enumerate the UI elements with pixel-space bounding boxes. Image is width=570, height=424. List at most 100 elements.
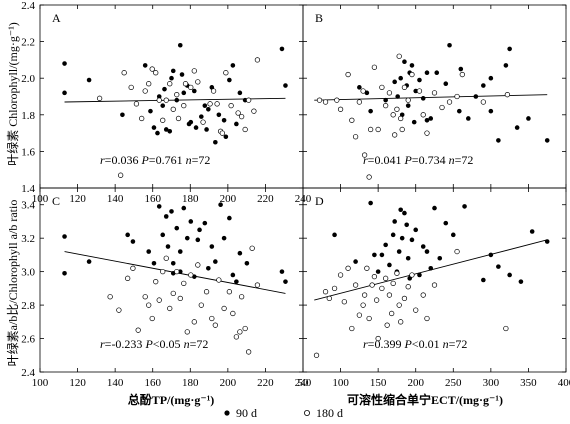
y-tick-label: 1.4 <box>21 183 35 195</box>
data-point-180d <box>238 113 245 120</box>
data-point-180d <box>163 255 169 261</box>
data-point-90d <box>213 139 218 145</box>
data-point-180d <box>191 319 197 325</box>
data-point-180d <box>420 112 426 118</box>
panel-frame <box>302 187 567 373</box>
data-point-180d <box>360 302 366 308</box>
x-tick-label: 300 <box>483 377 500 389</box>
stat-value: <0.05 <box>153 337 184 351</box>
x-tick-label: 200 <box>220 193 237 205</box>
data-point-180d <box>203 289 210 295</box>
x-tick-label: 240 <box>295 377 312 389</box>
data-point-90d <box>544 239 550 244</box>
data-point-90d <box>279 46 285 52</box>
regression-line <box>314 94 548 101</box>
stat-symbol: r <box>363 153 368 167</box>
data-point-90d <box>432 205 437 211</box>
data-point-90d <box>206 265 211 271</box>
x-tick-label: 180 <box>182 193 199 205</box>
data-point-180d <box>233 334 240 340</box>
data-point-90d <box>181 90 187 96</box>
data-point-180d <box>174 268 180 275</box>
data-point-180d <box>188 272 194 278</box>
data-point-180d <box>439 104 445 111</box>
data-point-90d <box>518 279 524 284</box>
data-point-90d <box>395 94 400 99</box>
data-point-180d <box>420 292 426 298</box>
data-point-180d <box>198 302 204 308</box>
data-point-180d <box>337 106 344 112</box>
stat-symbol: n <box>184 337 190 351</box>
data-point-180d <box>364 265 370 271</box>
stat-symbol: r <box>100 153 105 167</box>
data-point-180d <box>326 295 332 302</box>
data-point-180d <box>390 112 396 118</box>
stat-symbol: n <box>186 153 192 167</box>
data-point-180d <box>221 305 227 312</box>
legend-marker-180d <box>303 409 310 416</box>
data-point-90d <box>496 264 501 269</box>
y-tick-label: 3.2 <box>21 233 35 245</box>
data-point-180d <box>375 126 381 133</box>
data-point-180d <box>345 71 351 78</box>
data-point-90d <box>62 271 67 276</box>
data-point-90d <box>174 225 180 231</box>
data-point-90d <box>473 94 479 99</box>
data-point-90d <box>387 262 392 268</box>
data-point-90d <box>417 272 422 278</box>
data-point-180d <box>181 102 187 109</box>
data-point-90d <box>488 75 494 81</box>
data-point-90d <box>488 108 494 114</box>
data-point-90d <box>383 242 388 248</box>
data-point-180d <box>167 305 173 312</box>
data-point-180d <box>238 294 245 300</box>
data-point-180d <box>210 88 217 94</box>
data-point-180d <box>375 335 381 342</box>
data-point-180d <box>200 119 206 125</box>
data-point-180d <box>160 117 166 123</box>
panel-c: C 100 120 140 160 180 200 220 240 2.4 2.6 2.8 3.0 3.2… <box>21 187 312 389</box>
data-point-180d <box>356 99 363 105</box>
x-tick-label: 250 <box>445 377 462 389</box>
data-point-180d <box>209 315 215 322</box>
data-point-180d <box>383 102 389 109</box>
data-point-180d <box>146 302 152 308</box>
data-point-180d <box>139 115 145 122</box>
data-point-90d <box>197 227 202 233</box>
data-point-90d <box>234 121 239 127</box>
data-point-180d <box>409 71 415 78</box>
data-point-180d <box>396 53 402 59</box>
y-tick-label: 2.4 <box>21 0 35 12</box>
data-point-90d <box>379 252 385 258</box>
data-point-90d <box>165 244 171 249</box>
stat-symbol: P <box>403 153 412 167</box>
data-point-90d <box>142 63 148 68</box>
data-point-180d <box>245 97 252 103</box>
data-point-180d <box>371 274 378 280</box>
data-point-90d <box>237 250 243 256</box>
data-point-180d <box>170 106 176 112</box>
data-point-90d <box>398 207 403 213</box>
x-tick-label: 400 <box>558 377 570 389</box>
x-tick-label: 220 <box>257 377 274 389</box>
data-point-180d <box>349 325 355 332</box>
data-point-90d <box>402 59 407 65</box>
data-point-180d <box>156 297 162 303</box>
data-point-90d <box>398 75 403 81</box>
data-point-180d <box>177 295 183 302</box>
y-axis-label-bottom: 叶绿素a/b比/Chlorophyll a/b ratio <box>5 200 20 367</box>
data-point-90d <box>167 128 173 134</box>
data-point-90d <box>170 260 176 266</box>
data-point-180d <box>386 90 393 96</box>
data-point-180d <box>394 106 400 112</box>
data-point-180d <box>503 325 509 332</box>
data-point-90d <box>488 252 494 258</box>
stat-value: =0.734 <box>412 153 449 167</box>
data-point-180d <box>322 289 329 295</box>
stat-value: =72 <box>455 153 474 167</box>
data-point-180d <box>383 275 389 281</box>
data-point-180d <box>237 329 243 335</box>
stats-annotation: r=-0.233 P<0.05 n=72 <box>100 337 208 351</box>
data-point-180d <box>322 99 329 105</box>
